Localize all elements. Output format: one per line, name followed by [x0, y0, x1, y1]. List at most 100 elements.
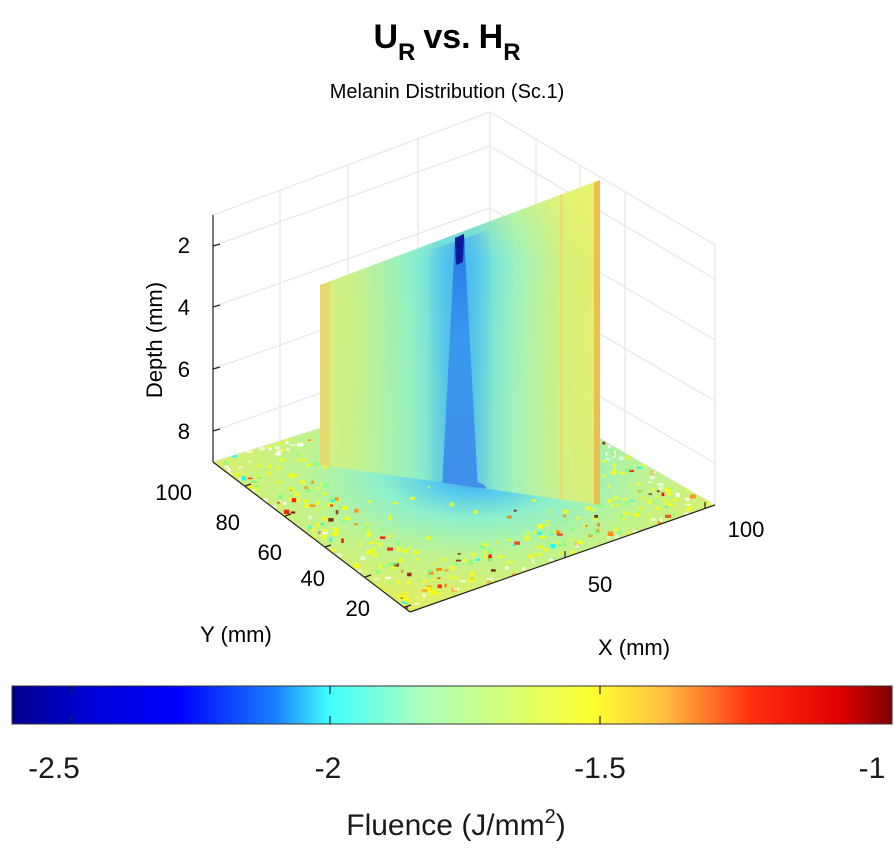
floor-noise-cell: [522, 567, 525, 571]
floor-noise-cell: [427, 486, 430, 489]
floor-noise-cell: [397, 594, 403, 598]
floor-noise-cell: [291, 511, 296, 514]
floor-noise-cell: [657, 483, 664, 487]
floor-noise-cell: [425, 522, 430, 525]
floor-noise-cell: [288, 486, 292, 491]
floor-noise-cell: [381, 589, 387, 593]
floor-noise-cell: [481, 543, 488, 548]
floor-noise-cell: [689, 494, 696, 499]
floor-noise-cell: [450, 565, 455, 570]
floor-noise-cell: [441, 558, 445, 562]
floor-noise-cell: [627, 455, 632, 457]
floor-noise-cell: [354, 523, 358, 526]
floor-noise-cell: [256, 472, 259, 476]
floor-noise-cell: [388, 515, 391, 520]
floor-noise-cell: [618, 530, 622, 535]
floor-noise-cell: [614, 496, 618, 500]
floor-noise-cell: [341, 538, 344, 543]
floor-noise-cell: [612, 456, 616, 459]
floor-noise-cell: [602, 460, 607, 463]
floor-noise-cell: [267, 445, 271, 449]
floor-noise-cell: [354, 563, 360, 568]
x-tick-50: 50: [588, 572, 612, 597]
floor-noise-cell: [455, 559, 462, 562]
floor-noise-cell: [460, 580, 467, 583]
y-tick-20: 20: [346, 596, 370, 621]
floor-noise-cell: [278, 441, 282, 445]
floor-noise-cell: [372, 547, 376, 552]
floor-noise-cell: [657, 521, 662, 524]
floor-noise-cell: [329, 537, 333, 542]
floor-noise-cell: [687, 506, 692, 511]
floor-noise-cell: [569, 550, 575, 554]
floor-noise-cell: [488, 554, 492, 559]
colorbar: -2.5 -2 -1.5 -1 Fluence (J/mm2): [11, 685, 893, 842]
floor-noise-cell: [684, 512, 689, 515]
floor-noise-cell: [602, 441, 606, 445]
floor-noise-cell: [426, 587, 431, 592]
floor-noise-cell: [238, 477, 244, 480]
floor-noise-cell: [331, 532, 337, 536]
floor-noise-cell: [652, 501, 657, 504]
floor-noise-cell: [651, 488, 655, 492]
floor-noise-cell: [344, 516, 351, 520]
floor-noise-cell: [273, 505, 277, 511]
floor-noise-cell: [486, 578, 493, 581]
floor-noise-cell: [308, 515, 313, 520]
floor-noise-cell: [592, 517, 598, 521]
floor-noise-cell: [556, 530, 559, 534]
floor-noise-cell: [512, 544, 516, 547]
floor-noise-cell: [303, 499, 308, 503]
floor-noise-cell: [387, 562, 394, 566]
floor-noise-cell: [562, 514, 567, 518]
floor-noise-cell: [449, 595, 453, 598]
floor-noise-cell: [621, 517, 626, 521]
floor-noise-cell: [232, 453, 237, 458]
floor-noise-cell: [427, 569, 432, 573]
floor-noise-cell: [563, 543, 567, 547]
floor-noise-cell: [536, 531, 542, 536]
floor-noise-cell: [277, 466, 281, 471]
floor-noise-cell: [403, 548, 408, 553]
floor-noise-cell: [605, 451, 608, 457]
vertical-slice: [320, 180, 600, 505]
floor-noise-cell: [455, 577, 459, 580]
floor-noise-cell: [563, 519, 568, 522]
floor-noise-cell: [548, 558, 555, 561]
floor-noise-cell: [402, 597, 409, 600]
floor-noise-cell: [557, 533, 563, 536]
floor-noise-cell: [428, 592, 434, 596]
floor-noise-cell: [525, 532, 531, 535]
floor-noise-cell: [536, 545, 543, 549]
floor-noise-cell: [436, 568, 443, 571]
floor-noise-cell: [514, 541, 520, 545]
floor-noise-cell: [313, 462, 319, 466]
floor-noise-cell: [297, 459, 300, 463]
floor-noise-cell: [607, 484, 611, 488]
floor-noise-cell: [658, 487, 664, 490]
floor-noise-cell: [497, 555, 503, 558]
floor-noise-cell: [664, 487, 671, 492]
floor-noise-cell: [612, 463, 616, 468]
floor-noise-cell: [291, 487, 295, 492]
floor-noise-cell: [513, 509, 517, 512]
floor-noise-cell: [372, 553, 378, 557]
floor-noise-cell: [256, 474, 259, 477]
floor-noise-cell: [655, 495, 660, 499]
floor-noise-cell: [274, 446, 280, 450]
floor-noise-cell: [453, 587, 460, 591]
z-tick-6: 6: [178, 357, 190, 382]
floor-noise-cell: [656, 490, 660, 493]
floor-noise-cell: [375, 584, 382, 588]
floor-noise-cell: [531, 559, 535, 564]
floor-noise-cell: [256, 476, 262, 480]
floor-noise-cell: [378, 542, 381, 547]
floor-noise-cell: [533, 552, 538, 556]
floor-noise-cell: [263, 498, 266, 502]
floor-noise-cell: [540, 499, 543, 502]
floor-noise-cell: [247, 477, 253, 480]
floor-noise-cell: [610, 470, 617, 475]
floor-noise-cell: [484, 554, 487, 559]
floor-noise-cell: [648, 499, 652, 504]
floor-noise-cell: [444, 569, 449, 572]
